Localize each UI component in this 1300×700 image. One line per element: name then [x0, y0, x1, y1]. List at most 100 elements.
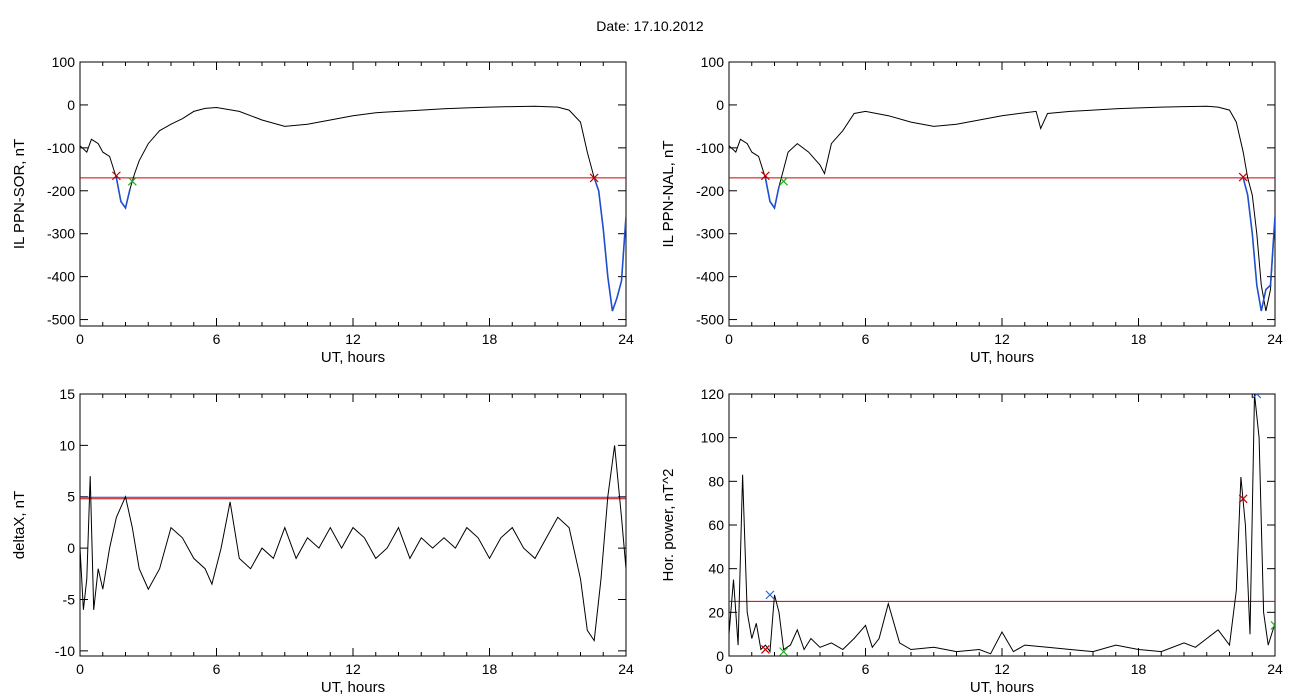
y-tick-label: -300 [47, 226, 75, 242]
marker-x [111, 171, 121, 181]
y-tick-label: 60 [708, 517, 724, 533]
plot-frame [79, 61, 627, 327]
marker-x [127, 176, 137, 186]
y-tick-label: 15 [59, 386, 75, 402]
plot-data [729, 105, 1275, 312]
y-tick-label: -300 [696, 226, 724, 242]
marker-x [760, 645, 770, 654]
series-line [80, 445, 626, 643]
x-tick-label: 12 [345, 331, 361, 347]
plot-frame [79, 393, 627, 657]
y-tick-label: 40 [708, 561, 724, 577]
series-line [729, 105, 1275, 312]
y-tick-label: 100 [701, 54, 725, 70]
y-tick-label: -100 [47, 140, 75, 156]
y-tick-label: 5 [67, 489, 75, 505]
plot-data [80, 445, 626, 643]
x-tick-label: 24 [618, 331, 634, 347]
plot-data [80, 105, 626, 312]
x-tick-label: 0 [725, 331, 733, 347]
y-tick-label: -100 [696, 140, 724, 156]
series-line [729, 394, 1275, 655]
marker-stroke [1270, 624, 1275, 630]
x-tick-label: 0 [76, 331, 84, 347]
y-tick-label: 0 [67, 97, 75, 113]
y-tick-label: -400 [696, 269, 724, 285]
x-tick-label: 6 [213, 331, 221, 347]
y-axis-label: Hor. power, nT^2 [660, 469, 677, 582]
panel-1: 0 6 12 18 24 100 0 -100 -200 -300 -400 -500 UT, hour… [11, 54, 634, 366]
y-axis-label: IL PPN-SOR, nT [11, 139, 28, 249]
y-tick-label: -200 [47, 183, 75, 199]
x-tick-label: 24 [1267, 331, 1283, 347]
marker-stroke [779, 647, 789, 656]
marker-stroke [1238, 494, 1248, 504]
x-tick-label: 18 [1131, 661, 1147, 677]
x-axis-label: UT, hours [970, 349, 1034, 366]
y-tick-label: -500 [47, 312, 75, 328]
marker-stroke [127, 176, 137, 186]
x-tick-label: 6 [862, 661, 870, 677]
series-line [764, 177, 780, 210]
panel-4: 0 6 12 18 24 120 100 80 60 40 20 0 UT, hours Hor. pow… [660, 386, 1283, 696]
y-tick-label: -500 [696, 312, 724, 328]
y-axis-label: IL PPN-NAL, nT [660, 141, 677, 248]
x-tick-label: 24 [1267, 661, 1283, 677]
marker-stroke [765, 590, 775, 600]
y-tick-label: 0 [716, 648, 724, 664]
x-tick-label: 18 [1131, 331, 1147, 347]
panel-3: 0 6 12 18 24 15 10 5 0 -5 -10 UT, hours deltaX, nT [11, 386, 634, 696]
y-tick-label: 20 [708, 604, 724, 620]
x-tick-label: 6 [862, 331, 870, 347]
y-tick-label: 100 [52, 54, 76, 70]
panel-2: 0 6 12 18 24 100 0 -100 -200 -300 -400 -500 UT, hour… [660, 54, 1283, 366]
marker-x [779, 647, 789, 656]
marker-stroke [760, 171, 770, 181]
y-axis-label: deltaX, nT [11, 491, 28, 559]
marker-x [1238, 494, 1248, 504]
x-tick-label: 12 [994, 331, 1010, 347]
x-tick-label: 12 [994, 661, 1010, 677]
series-line [593, 177, 626, 312]
marker-stroke [1238, 172, 1248, 182]
x-tick-label: 12 [345, 661, 361, 677]
plot-frame [728, 61, 1276, 327]
y-tick-label: 100 [701, 430, 725, 446]
x-axis-label: UT, hours [321, 349, 385, 366]
marker-stroke [1255, 394, 1262, 399]
marker-stroke [760, 645, 770, 654]
marker-x [765, 590, 775, 600]
x-tick-label: 24 [618, 661, 634, 677]
y-tick-label: -5 [63, 591, 76, 607]
x-tick-label: 18 [482, 331, 498, 347]
marker-x [589, 173, 599, 183]
marker-x [1238, 172, 1248, 182]
y-tick-label: 0 [716, 97, 724, 113]
series-line [115, 177, 131, 210]
marker-stroke [111, 171, 121, 181]
y-tick-label: 80 [708, 473, 724, 489]
x-tick-label: 0 [725, 661, 733, 677]
marker-stroke [1252, 394, 1258, 399]
x-axis-label: UT, hours [321, 679, 385, 696]
series-line [1242, 177, 1275, 312]
x-tick-label: 18 [482, 661, 498, 677]
y-tick-label: 10 [59, 437, 75, 453]
series-line [80, 105, 626, 312]
marker-stroke [589, 173, 599, 183]
page-title: Date: 17.10.2012 [596, 18, 704, 34]
y-tick-label: -10 [55, 643, 75, 659]
marker-x [760, 171, 770, 181]
marker-x [779, 176, 789, 186]
plot-frame [728, 393, 1276, 657]
y-tick-label: -400 [47, 269, 75, 285]
marker-stroke [779, 176, 789, 186]
y-tick-label: -200 [696, 183, 724, 199]
x-tick-label: 6 [213, 661, 221, 677]
x-tick-label: 0 [76, 661, 84, 677]
marker-x [1252, 394, 1262, 399]
marker-x [1270, 621, 1275, 630]
y-tick-label: 0 [67, 540, 75, 556]
plot-data [729, 394, 1275, 656]
